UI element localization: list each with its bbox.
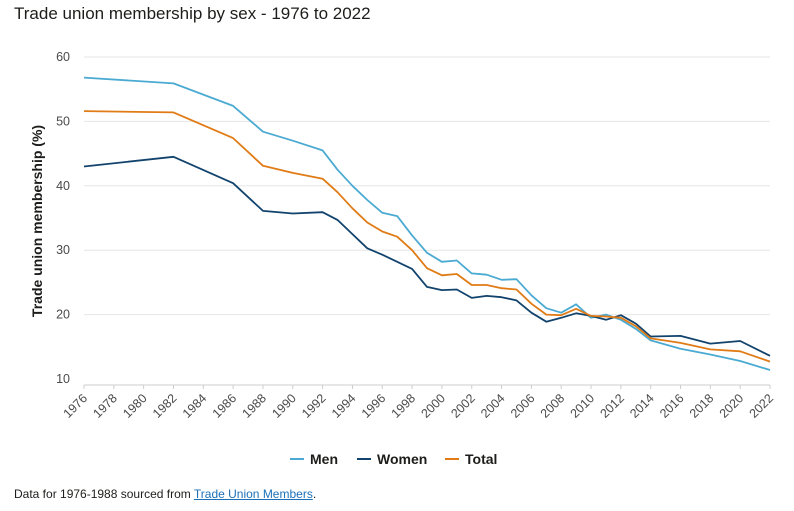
legend-label-men[interactable]: Men	[310, 451, 338, 467]
series-lines	[83, 76, 771, 371]
x-tick-label: 2014	[627, 391, 657, 421]
x-tick-label: 2000	[418, 391, 448, 421]
x-tick-label: 1996	[359, 391, 389, 421]
x-tick-label: 1998	[389, 391, 419, 421]
y-tick-label: 30	[56, 243, 70, 257]
y-tick-label: 40	[56, 179, 70, 193]
legend-label-total[interactable]: Total	[465, 451, 497, 467]
x-tick-label: 2012	[597, 391, 627, 421]
x-tick-label: 1992	[299, 391, 329, 421]
y-tick-label: 20	[56, 308, 70, 322]
x-tick-label: 2008	[538, 391, 568, 421]
x-tick-label: 2022	[747, 391, 777, 421]
x-tick-label: 2020	[717, 391, 747, 421]
x-tick-label: 1980	[120, 391, 150, 421]
series-line-total	[83, 110, 771, 363]
line-chart: 10 20 30 40 50 60 1976 1978 1980 1982 1984 1986 1988…	[29, 50, 776, 467]
x-tick-label: 2006	[508, 391, 538, 421]
x-tick-label: 2002	[448, 391, 478, 421]
x-tick-label: 2010	[568, 391, 598, 421]
y-tick-label: 60	[56, 50, 70, 64]
x-tick-label: 1986	[210, 391, 240, 421]
source-link[interactable]: Trade Union Members	[193, 487, 313, 501]
axes: 10 20 30 40 50 60 1976 1978 1980 1982 1984 1986 1988…	[56, 50, 776, 421]
source-suffix: .	[312, 487, 317, 501]
source-note: Data for 1976-1988 sourced from Trade Un…	[14, 487, 316, 501]
y-tick-label: 10	[56, 372, 70, 386]
y-axis-label: Trade union membership (%)	[29, 125, 45, 317]
y-tick-label: 50	[56, 114, 70, 128]
x-tick-label: 1978	[90, 391, 120, 421]
x-tick-label: 1990	[269, 391, 299, 421]
legend-label-women[interactable]: Women	[377, 451, 427, 467]
x-tick-label: 1994	[329, 391, 359, 421]
source-prefix: Data for 1976-1988 sourced from	[14, 487, 194, 501]
x-tick-label: 2016	[657, 391, 687, 421]
series-line-women	[83, 155, 771, 357]
gridlines	[84, 56, 770, 316]
x-tick-label: 2018	[687, 391, 717, 421]
series-line-men	[83, 76, 771, 371]
x-tick-label: 1982	[150, 391, 180, 421]
x-tick-label: 1988	[240, 391, 270, 421]
x-tick-label: 1984	[180, 391, 210, 421]
legend[interactable]: Men Women Total	[290, 451, 497, 467]
chart-title: Trade union membership by sex - 1976 to …	[14, 4, 371, 23]
x-tick-label: 2004	[478, 391, 508, 421]
x-tick-label: 1976	[61, 391, 91, 421]
